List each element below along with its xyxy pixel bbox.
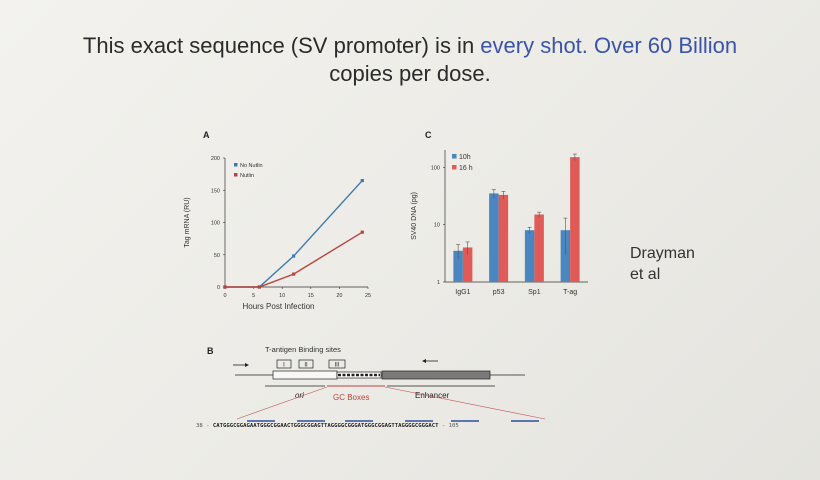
title-line-2: copies per dose. bbox=[329, 61, 491, 86]
sequence-start: 38 bbox=[196, 423, 203, 429]
attribution-line-1: Drayman bbox=[630, 245, 695, 262]
y-axis-label-a: Tag mRNA (RU) bbox=[184, 197, 191, 247]
binding-site-label-3: III bbox=[334, 363, 339, 369]
series-line-1 bbox=[225, 231, 363, 288]
binding-site-2: II bbox=[298, 359, 314, 369]
gc-boxes-label: GC Boxes bbox=[333, 393, 369, 402]
binding-site-label-1: I bbox=[283, 363, 285, 369]
legend-swatch-c-0 bbox=[452, 154, 457, 159]
binding-site-label-2: II bbox=[304, 363, 308, 369]
legend-swatch-a-1 bbox=[234, 173, 238, 177]
legend-label-a-0: No Nutlin bbox=[240, 163, 263, 169]
x-tick-label-a-1: 5 bbox=[252, 293, 255, 299]
title-part-1: This exact sequence (SV promoter) is in bbox=[82, 33, 481, 58]
promoter-sequence: 38 - CATGGGCGGAGAATGGGCGGAACTGGGCGGAGTTA… bbox=[196, 423, 459, 429]
enhancer-label: Enhancer bbox=[415, 391, 450, 400]
data-point-1-1 bbox=[257, 285, 261, 289]
bar-2-0 bbox=[524, 230, 535, 282]
bar-0-1 bbox=[462, 247, 473, 282]
data-point-1-3 bbox=[360, 230, 364, 234]
x-axis-label-a: Hours Post Infection bbox=[242, 302, 314, 311]
data-point-1-2 bbox=[292, 272, 296, 276]
panel-letter-a: A bbox=[203, 130, 210, 140]
data-point-1-0 bbox=[223, 285, 227, 289]
data-point-0-3 bbox=[360, 178, 364, 183]
ori-region bbox=[272, 370, 338, 380]
y-tick-label-a-3: 150 bbox=[211, 188, 220, 194]
y-tick-label-a-4: 200 bbox=[211, 156, 220, 162]
category-label-2: Sp1 bbox=[528, 289, 541, 296]
ori-label: ori bbox=[295, 391, 304, 400]
left-arrow-head bbox=[245, 363, 249, 367]
attribution-line-2: et al bbox=[630, 266, 661, 283]
x-tick-label-a-5: 25 bbox=[365, 293, 371, 299]
category-label-0: IgG1 bbox=[455, 289, 470, 296]
right-arrow-head bbox=[422, 359, 426, 363]
bar-2-1 bbox=[534, 214, 544, 282]
expansion-line-right bbox=[384, 386, 546, 420]
bar-0-0 bbox=[453, 250, 463, 282]
bar-3-1 bbox=[570, 157, 580, 282]
y-tick-label-c-2: 100 bbox=[431, 165, 440, 171]
title-accent: every shot. Over 60 Billion bbox=[480, 33, 738, 58]
x-tick-label-a-2: 10 bbox=[279, 293, 285, 299]
category-label-3: T-ag bbox=[563, 289, 577, 296]
y-tick-label-a-1: 50 bbox=[214, 253, 220, 259]
x-tick-label-a-4: 20 bbox=[336, 293, 342, 299]
legend-swatch-a-0 bbox=[234, 163, 238, 167]
legend-label-c-1: 16 h bbox=[459, 165, 473, 172]
slide-title: This exact sequence (SV promoter) is in … bbox=[20, 32, 800, 88]
x-tick-label-a-3: 15 bbox=[308, 293, 314, 299]
enhancer-region bbox=[381, 370, 491, 380]
sequence-text: CATGGGCGGAGAATGGGCGGAACTGGGCGGAGTTAGGGGC… bbox=[212, 423, 439, 429]
panel-letter-b: B bbox=[207, 346, 214, 356]
chart-panel-a: 0 50 100 150 200 0 5 10 15 20 25 Hours Post Infecti… bbox=[184, 156, 371, 311]
y-tick-label-c-1: 10 bbox=[434, 223, 440, 229]
bar-1-0 bbox=[489, 193, 499, 282]
category-label-1: p53 bbox=[493, 289, 505, 296]
binding-site-1: I bbox=[276, 359, 292, 369]
x-tick-label-a-0: 0 bbox=[223, 293, 226, 299]
diagram-header: T-antigen Binding sites bbox=[265, 345, 341, 354]
binding-site-3: III bbox=[328, 359, 346, 369]
sequence-end: 105 bbox=[448, 423, 459, 429]
series-line-0 bbox=[225, 180, 363, 288]
attribution: Drayman et al bbox=[630, 243, 695, 285]
chart-panel-c: 1 10 100 SV40 DNA (pg) IgG1 p53 Sp1 T-ag 10h 16 h bbox=[411, 150, 588, 296]
y-tick-label-c-0: 1 bbox=[437, 280, 440, 286]
legend-label-c-0: 10h bbox=[459, 154, 471, 161]
expansion-line-left bbox=[236, 386, 328, 420]
legend-swatch-c-1 bbox=[452, 165, 457, 170]
promoter-diagram: T-antigen Binding sites I II III ori GC … bbox=[233, 345, 546, 422]
y-tick-label-a-2: 100 bbox=[211, 221, 220, 227]
bar-3-0 bbox=[560, 230, 571, 282]
panel-letter-c: C bbox=[425, 130, 432, 140]
y-axis-label-c: SV40 DNA (pg) bbox=[411, 192, 418, 240]
legend-label-a-1: Nutlin bbox=[240, 173, 254, 179]
y-tick-label-a-0: 0 bbox=[217, 285, 220, 291]
bar-1-1 bbox=[498, 194, 509, 282]
data-point-0-2 bbox=[292, 254, 296, 258]
